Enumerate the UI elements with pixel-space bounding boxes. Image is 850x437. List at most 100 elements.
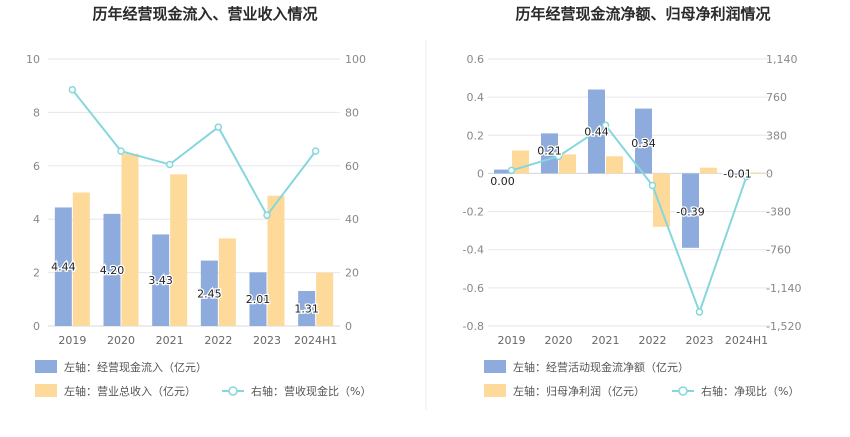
line-point [695, 308, 704, 316]
legend-marker [678, 386, 688, 396]
data-label: 3.43 [148, 274, 173, 287]
y-right-tick: 80 [345, 106, 359, 119]
legend-swatch [35, 360, 57, 373]
x-tick: 2022 [639, 334, 667, 347]
line-point [554, 152, 563, 161]
data-label: 0.21 [537, 145, 562, 158]
chart-2-title: 历年经营现金流净额、归母净利润情况 [515, 5, 770, 23]
legend-label: 左轴：归母净利润（亿元） [513, 384, 645, 398]
bar-primary [152, 234, 170, 326]
line-point [507, 166, 516, 175]
bar-secondary [512, 150, 529, 174]
data-label: 0.34 [631, 137, 656, 150]
x-tick: 2020 [107, 334, 135, 347]
legend-label: 右轴：营收现金比（%） [251, 384, 371, 398]
y-right-tick: -1,140 [766, 282, 801, 295]
legend-marker [228, 386, 238, 396]
y-right-tick: -380 [766, 206, 791, 219]
bar-primary [298, 291, 316, 326]
line-point [311, 147, 320, 155]
bar-secondary [72, 192, 90, 326]
y-left-tick: 0.6 [467, 53, 485, 66]
y-right-tick: -1,520 [766, 320, 801, 333]
y-left-tick: 0 [477, 167, 484, 180]
y-left-tick: 8 [33, 106, 40, 119]
bar-secondary [316, 272, 334, 326]
x-tick: 2024H1 [725, 334, 768, 347]
line-series [511, 123, 748, 315]
line-point [68, 85, 77, 94]
bar-secondary [121, 153, 139, 326]
legend-label: 左轴：经营现金流入（亿元） [64, 360, 207, 374]
y-left-tick: -0.4 [463, 244, 484, 257]
data-label: 4.44 [51, 261, 76, 274]
legend-label: 左轴：营业总收入（亿元） [64, 384, 196, 398]
x-tick: 2023 [686, 334, 714, 347]
line-point [263, 211, 271, 219]
y-left-tick: 0.2 [467, 129, 485, 142]
bar-primary [103, 213, 121, 326]
legend-swatch [484, 360, 506, 373]
y-right-tick: 100 [345, 53, 366, 66]
legend-label: 左轴：经营活动现金流净额（亿元） [513, 360, 689, 374]
y-right-tick: 1,140 [766, 53, 798, 66]
y-left-tick: -0.2 [463, 206, 484, 219]
y-left-tick: 10 [26, 53, 40, 66]
line-point [601, 121, 610, 129]
data-label: 1.31 [294, 303, 319, 316]
y-left-tick: 0.4 [467, 91, 485, 104]
legend-swatch [484, 384, 506, 397]
x-tick: 2021 [156, 334, 184, 347]
bar-primary [494, 169, 511, 174]
bar-secondary [747, 172, 764, 174]
y-left-tick: 2 [33, 267, 40, 280]
y-right-tick: 60 [345, 160, 359, 173]
x-tick: 2023 [253, 334, 281, 347]
data-label: 2.01 [246, 293, 271, 306]
data-label: -0.01 [723, 167, 751, 180]
bar-primary [635, 108, 652, 174]
bar-primary [54, 207, 72, 326]
x-tick: 2021 [592, 334, 620, 347]
y-right-tick: 20 [345, 267, 359, 280]
line-point [214, 123, 223, 131]
y-left-tick: -0.8 [463, 320, 484, 333]
y-right-tick: 0 [345, 320, 352, 333]
y-left-tick: 4 [33, 213, 40, 226]
bar-primary [200, 260, 218, 326]
bar-secondary [170, 174, 188, 326]
chart-1-title: 历年经营现金流入、营业收入情况 [92, 5, 317, 23]
legend-swatch [35, 384, 57, 397]
y-right-tick: -760 [766, 244, 791, 257]
bar-secondary [700, 167, 717, 174]
y-right-tick: 380 [766, 129, 787, 142]
legend-label: 右轴：净现比（%） [701, 384, 799, 398]
x-tick: 2022 [204, 334, 232, 347]
data-label: 4.20 [100, 264, 125, 277]
bar-secondary [267, 195, 285, 326]
line-point [742, 172, 751, 181]
data-label: 0.44 [584, 125, 609, 138]
bar-primary [682, 173, 699, 248]
y-right-tick: 40 [345, 213, 359, 226]
bar-secondary [653, 173, 670, 227]
y-left-tick: -0.6 [463, 282, 484, 295]
x-tick: 2019 [498, 334, 526, 347]
bar-secondary [218, 238, 236, 326]
y-left-tick: 6 [33, 160, 40, 173]
bar-secondary [606, 156, 623, 174]
chart-2-legend: 左轴：经营活动现金流净额（亿元） 左轴：归母净利润（亿元） 右轴：净现比（%） [484, 360, 799, 398]
bar-primary [729, 173, 746, 176]
data-label: 2.45 [197, 287, 222, 300]
line-point [117, 147, 125, 155]
x-tick: 2020 [545, 334, 573, 347]
chart-1-legend: 左轴：经营现金流入（亿元） 左轴：营业总收入（亿元） 右轴：营收现金比（%） [35, 360, 371, 398]
line-point [165, 160, 174, 169]
bar-primary [249, 272, 267, 326]
line-point [648, 181, 657, 190]
y-right-tick: 760 [766, 91, 787, 104]
data-label: 0.00 [490, 175, 515, 188]
bar-primary [541, 133, 558, 174]
